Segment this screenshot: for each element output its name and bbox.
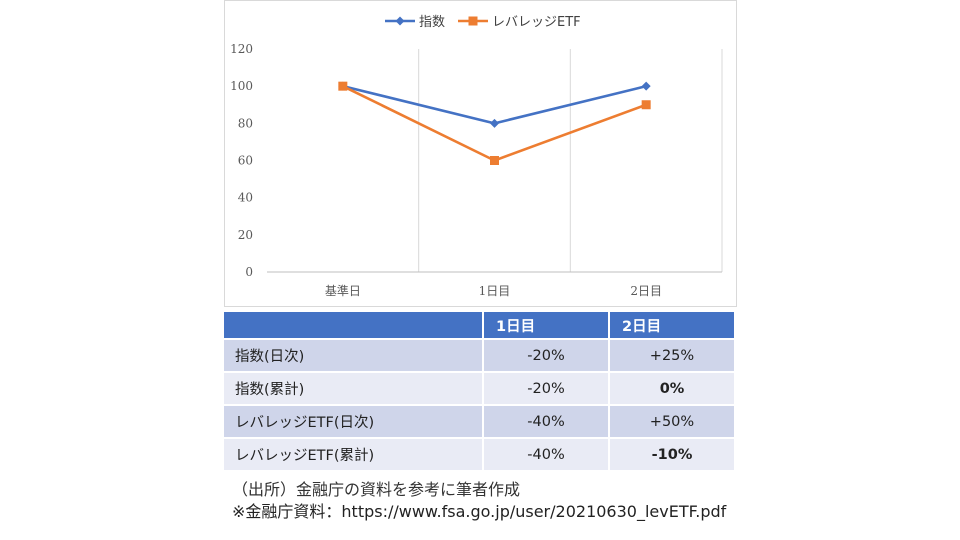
table-row: 指数(累計) -20% 0% [224, 373, 734, 404]
table-row: レバレッジETF(累計) -40% -10% [224, 439, 734, 470]
line-chart: 0 20 40 60 80 100 120 基準日 1日目 2日目 指数 レバレッジETF [230, 15, 723, 298]
data-point-diamond [641, 81, 651, 91]
x-tick-label: 2日目 [630, 284, 662, 298]
data-point-square [490, 156, 499, 165]
row-label: レバレッジETF(累計) [224, 439, 484, 470]
cell-day1: -40% [484, 439, 610, 470]
table-header-day1: 1日目 [484, 312, 610, 338]
row-label: レバレッジETF(日次) [224, 406, 484, 437]
y-tick-label: 20 [238, 228, 253, 242]
row-label: 指数(累計) [224, 373, 484, 404]
cell-day2: +25% [610, 340, 734, 371]
y-tick-label: 0 [245, 265, 253, 279]
cell-day2: -10% [610, 439, 734, 470]
table-header-blank [224, 312, 484, 338]
data-point-diamond [490, 118, 499, 128]
cell-day1: -40% [484, 406, 610, 437]
source-caption: （出所）金融庁の資料を参考に筆者作成 [232, 480, 521, 499]
legend-marker-square [468, 16, 478, 26]
y-tick-label: 60 [238, 154, 253, 168]
reference-note: ※金融庁資料：https://www.fsa.go.jp/user/202106… [232, 502, 727, 521]
table-row: レバレッジETF(日次) -40% +50% [224, 406, 734, 437]
returns-table: 1日目 2日目 指数(日次) -20% +25% 指数(累計) -20% 0% … [224, 310, 734, 472]
x-tick-label: 基準日 [325, 283, 361, 298]
legend-label: レバレッジETF [492, 15, 581, 30]
table-header-row: 1日目 2日目 [224, 312, 734, 338]
legend-label: 指数 [419, 15, 445, 30]
row-label: 指数(日次) [224, 340, 484, 371]
table-header-day2: 2日目 [610, 312, 734, 338]
y-tick-label: 40 [238, 191, 253, 205]
cell-day1: -20% [484, 373, 610, 404]
series-line-1 [342, 84, 647, 125]
chart-container: 0 20 40 60 80 100 120 基準日 1日目 2日目 指数 レバレッジETF [224, 0, 737, 307]
table-row: 指数(日次) -20% +25% [224, 340, 734, 371]
x-tick-label: 1日目 [479, 284, 511, 298]
cell-day2: 0% [610, 373, 734, 404]
legend-marker-diamond [395, 16, 405, 26]
data-point-square [641, 100, 651, 110]
y-tick-label: 100 [230, 79, 253, 93]
cell-day2: +50% [610, 406, 734, 437]
y-tick-label: 80 [238, 116, 253, 130]
data-point-square [338, 81, 348, 91]
cell-day1: -20% [484, 340, 610, 371]
y-tick-label: 120 [230, 42, 253, 56]
